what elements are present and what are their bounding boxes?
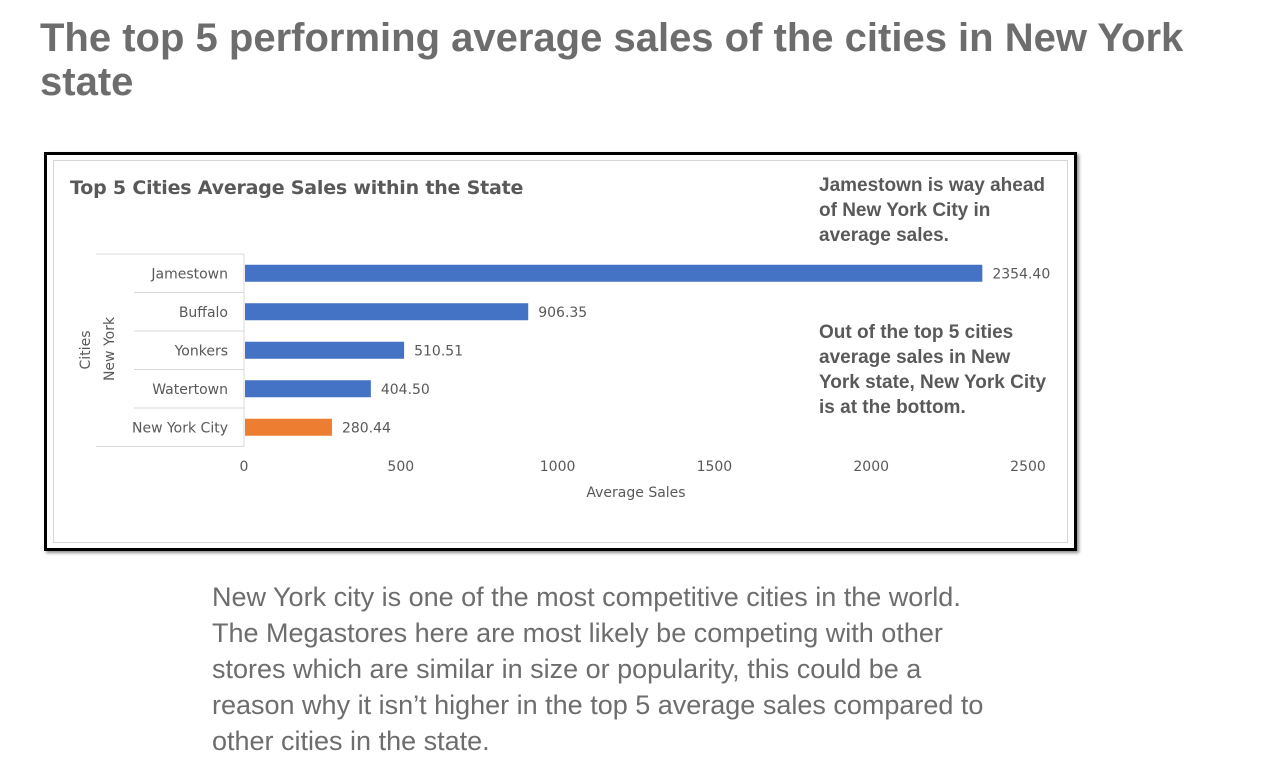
bar <box>245 341 405 359</box>
bar <box>245 303 529 321</box>
chart-frame <box>44 152 1077 551</box>
x-axis-title: Average Sales <box>586 485 685 501</box>
category-label: Watertown <box>152 382 228 398</box>
data-label: 510.51 <box>414 343 463 359</box>
bar <box>245 418 332 436</box>
data-label: 280.44 <box>342 420 391 436</box>
x-tick-label: 0 <box>240 459 249 475</box>
x-tick-label: 1000 <box>540 459 576 475</box>
category-label: New York City <box>132 420 228 436</box>
data-label: 906.35 <box>538 305 587 321</box>
category-label: Jamestown <box>150 266 228 282</box>
bar <box>245 380 371 398</box>
bar <box>245 264 983 282</box>
annotation-top: Jamestown is way ahead of New York City … <box>819 175 1045 246</box>
data-label: 2354.40 <box>992 266 1050 282</box>
x-tick-label: 2000 <box>853 459 889 475</box>
category-label: Yonkers <box>174 343 228 359</box>
x-tick-label: 1500 <box>697 459 733 475</box>
data-label: 404.50 <box>381 382 430 398</box>
y-axis-group-label: New York <box>102 316 118 381</box>
y-axis-title: Cities <box>78 331 94 370</box>
bar-chart: Jamestown 2354.40 Buffalo 906.35 Yonkers 510.… <box>78 253 1050 501</box>
body-text: New York city is one of the most competi… <box>212 582 984 756</box>
annotation-bottom: Out of the top 5 cities average sales in… <box>819 322 1047 418</box>
x-tick-label: 500 <box>387 459 414 475</box>
category-label: Buffalo <box>179 305 228 321</box>
chart-area <box>53 160 1068 543</box>
chart-title: Top 5 Cities Average Sales within the St… <box>70 177 524 199</box>
x-tick-label: 2500 <box>1010 459 1046 475</box>
slide-title: The top 5 performing average sales of th… <box>40 16 1184 104</box>
